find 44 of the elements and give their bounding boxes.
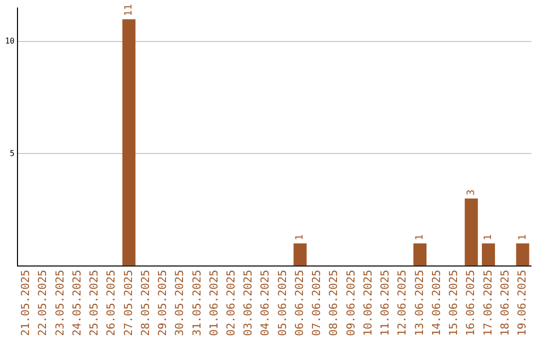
data-label: 1 bbox=[294, 234, 306, 240]
x-tick-label: 06.06.2025 bbox=[292, 270, 306, 336]
data-label: 3 bbox=[466, 190, 477, 196]
bar bbox=[464, 198, 478, 266]
x-tick-label: 22.05.2025 bbox=[36, 270, 50, 336]
bar bbox=[516, 243, 530, 266]
bar bbox=[482, 243, 495, 266]
x-tick-label: 09.06.2025 bbox=[344, 270, 358, 336]
x-tick-label: 18.06.2025 bbox=[498, 270, 512, 336]
x-tick-label: 19.06.2025 bbox=[516, 270, 529, 336]
x-tick-label: 30.05.2025 bbox=[173, 270, 186, 336]
x-tick-label: 27.05.2025 bbox=[122, 270, 135, 336]
x-tick-label: 16.06.2025 bbox=[464, 270, 478, 336]
bar bbox=[294, 243, 307, 266]
x-tick-label: 01.06.2025 bbox=[207, 270, 220, 336]
x-tick-label: 14.06.2025 bbox=[430, 270, 443, 336]
data-label: 11 bbox=[124, 4, 135, 16]
data-label: 1 bbox=[483, 234, 494, 240]
x-tick-label: 12.06.2025 bbox=[396, 270, 409, 336]
x-tick-label: 02.06.2025 bbox=[224, 270, 238, 336]
x-tick-label: 17.06.2025 bbox=[481, 270, 494, 336]
x-tick-label: 23.05.2025 bbox=[53, 270, 66, 336]
x-tick-label: 25.05.2025 bbox=[88, 270, 101, 336]
x-tick-label: 13.06.2025 bbox=[412, 270, 426, 336]
x-tick-label: 31.05.2025 bbox=[190, 270, 204, 336]
x-tick-label: 10.06.2025 bbox=[361, 270, 374, 336]
y-tick-label: 10 bbox=[4, 36, 15, 46]
x-tick-label: 08.06.2025 bbox=[327, 270, 340, 336]
data-label: 1 bbox=[414, 234, 426, 240]
x-tick-label: 03.06.2025 bbox=[242, 270, 255, 336]
x-tick-label: 04.06.2025 bbox=[258, 270, 272, 336]
y-tick-label: 5 bbox=[10, 148, 15, 158]
x-tick-label: 05.06.2025 bbox=[276, 270, 289, 336]
x-tick-label: 28.05.2025 bbox=[138, 270, 152, 336]
x-tick-label: 26.05.2025 bbox=[104, 270, 118, 336]
x-tick-label: 21.05.2025 bbox=[19, 270, 32, 336]
x-tick-label: 15.06.2025 bbox=[447, 270, 460, 336]
bar bbox=[122, 19, 136, 266]
data-label: 1 bbox=[517, 234, 528, 240]
x-tick-label: 11.06.2025 bbox=[378, 270, 392, 336]
x-tick-label: 07.06.2025 bbox=[310, 270, 324, 336]
bar bbox=[413, 243, 426, 266]
x-tick-label: 24.05.2025 bbox=[70, 270, 84, 336]
x-tick-label: 29.05.2025 bbox=[156, 270, 170, 336]
